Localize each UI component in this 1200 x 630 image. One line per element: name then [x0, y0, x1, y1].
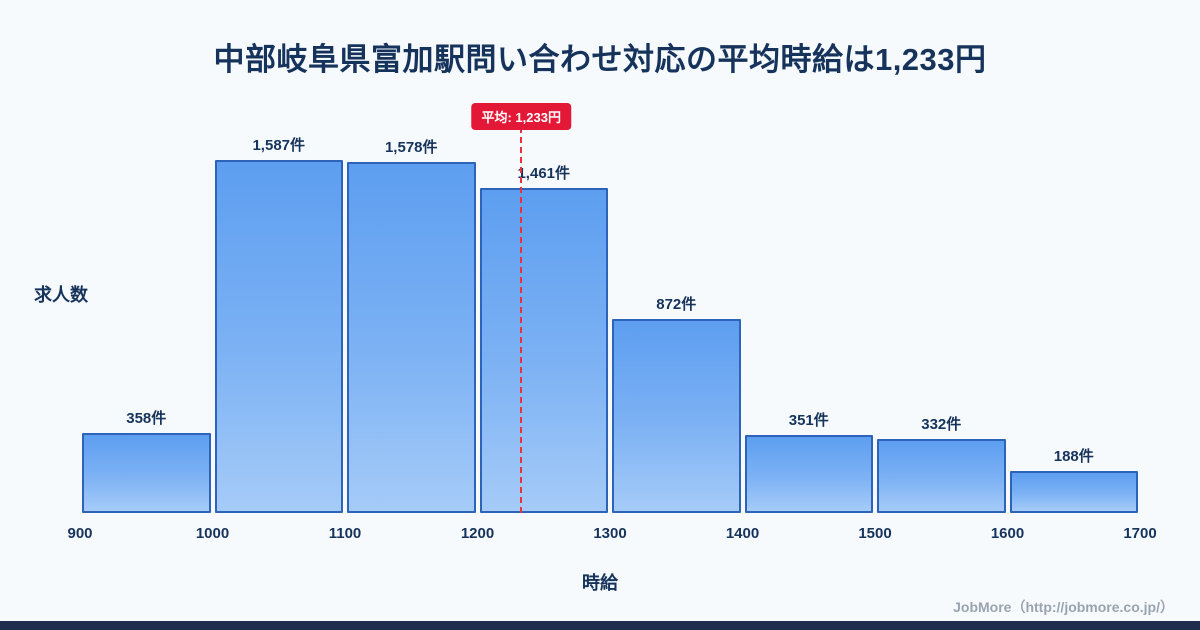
bar-value-label: 872件: [656, 296, 697, 313]
bar-value-label: 358件: [126, 410, 167, 427]
x-axis-tick-label: 1400: [725, 525, 760, 542]
x-axis-tick-label: 1600: [990, 525, 1025, 542]
y-axis-label: 求人数: [34, 285, 88, 305]
x-axis-tick-label: 1200: [460, 525, 495, 542]
bar-value-label: 188件: [1053, 448, 1094, 465]
x-axis-tick-label: 1100: [328, 525, 362, 542]
histogram-bar: [214, 160, 343, 513]
x-axis-tick-label: 1700: [1123, 525, 1157, 542]
x-axis-tick-label: 1000: [195, 525, 230, 542]
bar-value-label: 1,578件: [384, 139, 438, 156]
histogram-bar: [347, 162, 476, 513]
bar-value-label: 1,461件: [517, 165, 571, 182]
x-axis-tick-label: 1500: [858, 525, 892, 542]
bar-value-label: 1,587件: [252, 137, 306, 154]
x-axis-tick-label: 900: [67, 525, 93, 542]
chart-title: 中部岐阜県富加駅問い合わせ対応の平均時給は1,233円: [213, 42, 987, 77]
mean-value-badge: 平均: 1,233円: [471, 103, 571, 130]
bottom-accent-strip: [0, 621, 1200, 630]
histogram-bar: [877, 439, 1006, 513]
histogram-bar: [744, 435, 873, 513]
bar-value-label: 332件: [921, 416, 962, 433]
histogram-bar: [479, 188, 608, 513]
bar-value-label: 351件: [788, 412, 829, 429]
x-axis-tick-label: 1300: [593, 525, 627, 542]
histogram-bar: [82, 433, 211, 513]
mean-dashed-line: [520, 127, 523, 513]
x-axis-label: 時給: [582, 573, 618, 593]
histogram-bar: [1009, 471, 1138, 513]
source-credit: JobMore（http://jobmore.co.jp/）: [953, 599, 1174, 615]
histogram-bar: [612, 319, 741, 513]
